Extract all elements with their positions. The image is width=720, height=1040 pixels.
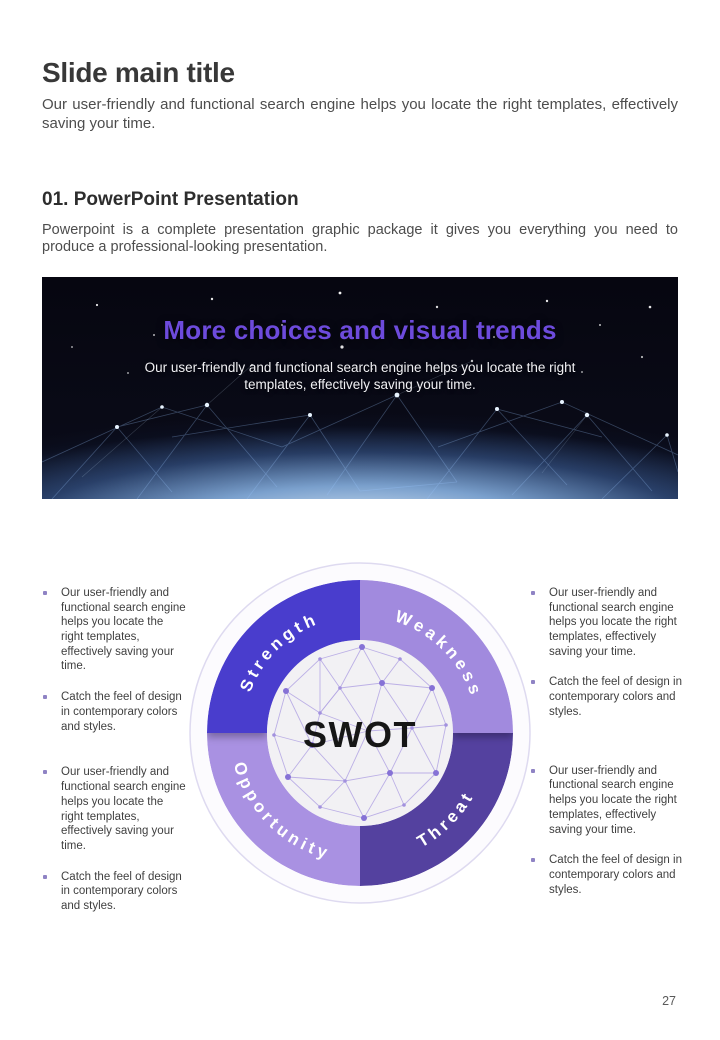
- polygon-mesh-icon: [272, 643, 448, 821]
- network-globe-art: [42, 291, 678, 499]
- swot-section: Our user-friendly and functional search …: [42, 499, 682, 930]
- stars: [71, 291, 652, 374]
- page-title: Slide main title: [42, 57, 235, 88]
- swot-quadrant-opportunity: [207, 732, 360, 886]
- section-heading: 01. PowerPoint Presentation: [42, 188, 299, 210]
- bullet-icon: [43, 695, 47, 700]
- swot-diagram: SWOT Strength Weakness Opportunity Threa…: [189, 562, 531, 904]
- bullet-icon: [43, 590, 47, 595]
- list-item-text: Catch the feel of design in contemporary…: [549, 854, 682, 896]
- section-body: Powerpoint is a complete presentation gr…: [42, 221, 678, 255]
- list-item: Catch the feel of design in contemporary…: [42, 690, 188, 734]
- hero-image: More choices and visual trends Our user-…: [42, 276, 678, 499]
- list-item: Catch the feel of design in contemporary…: [530, 675, 685, 719]
- swot-quadrant-threat: [360, 732, 513, 886]
- list-item: Our user-friendly and functional search …: [530, 586, 685, 660]
- list-item-text: Catch the feel of design in contemporary…: [549, 676, 682, 718]
- hero-caption: More choices and visual trends Our user-…: [42, 277, 678, 394]
- bullet-icon: [531, 590, 535, 595]
- bullet-list-left: Our user-friendly and functional search …: [42, 586, 188, 930]
- bullet-icon: [531, 768, 535, 773]
- list-item-text: Catch the feel of design in contemporary…: [61, 691, 182, 733]
- list-item: Catch the feel of design in contemporary…: [530, 853, 685, 897]
- network-nodes: [115, 392, 669, 437]
- list-item: Our user-friendly and functional search …: [530, 764, 685, 838]
- list-item: Our user-friendly and functional search …: [42, 765, 188, 853]
- list-item: Our user-friendly and functional search …: [42, 586, 188, 674]
- swot-center-label: SWOT: [303, 714, 417, 755]
- list-item-text: Catch the feel of design in contemporary…: [61, 870, 182, 913]
- list-item-text: Our user-friendly and functional search …: [549, 586, 677, 658]
- hero-subtitle: Our user-friendly and functional search …: [144, 359, 576, 393]
- hero-title: More choices and visual trends: [163, 314, 557, 345]
- bullet-icon: [43, 874, 47, 879]
- swot-quadrant-strength: [207, 579, 360, 733]
- bullet-icon: [43, 770, 47, 775]
- bullet-list-right: Our user-friendly and functional search …: [530, 586, 685, 914]
- page-number: 27: [662, 994, 676, 1008]
- list-item-text: Our user-friendly and functional search …: [61, 586, 186, 673]
- list-item-text: Our user-friendly and functional search …: [549, 764, 677, 836]
- bullet-icon: [531, 858, 535, 863]
- bullet-icon: [531, 680, 535, 685]
- page-subtitle: Our user-friendly and functional search …: [42, 96, 678, 132]
- list-item-text: Our user-friendly and functional search …: [61, 766, 186, 852]
- list-item: Catch the feel of design in contemporary…: [42, 870, 188, 914]
- swot-quadrant-weakness: [360, 579, 513, 733]
